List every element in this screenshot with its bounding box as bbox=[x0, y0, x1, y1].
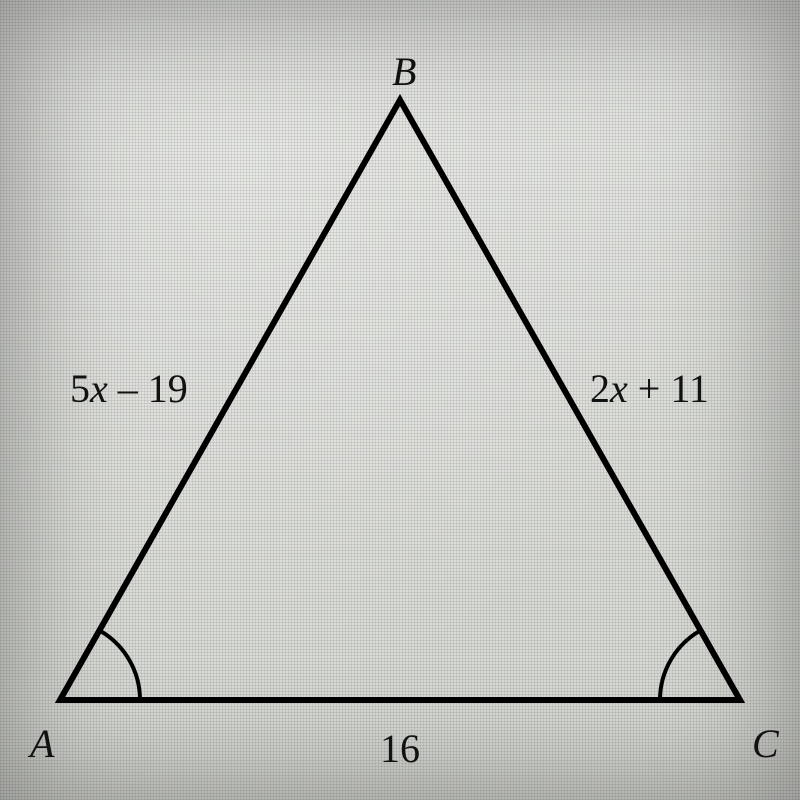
vertex-label-b: B bbox=[392, 48, 416, 95]
vertex-label-c: C bbox=[752, 720, 779, 767]
vertex-label-a: A bbox=[30, 720, 54, 767]
side-label-ac: 16 bbox=[380, 725, 420, 772]
angle-arc-a bbox=[100, 631, 140, 700]
angle-arc-c bbox=[660, 631, 700, 700]
side-label-ab: 5x – 19 bbox=[70, 365, 188, 412]
side-label-bc: 2x + 11 bbox=[590, 365, 709, 412]
